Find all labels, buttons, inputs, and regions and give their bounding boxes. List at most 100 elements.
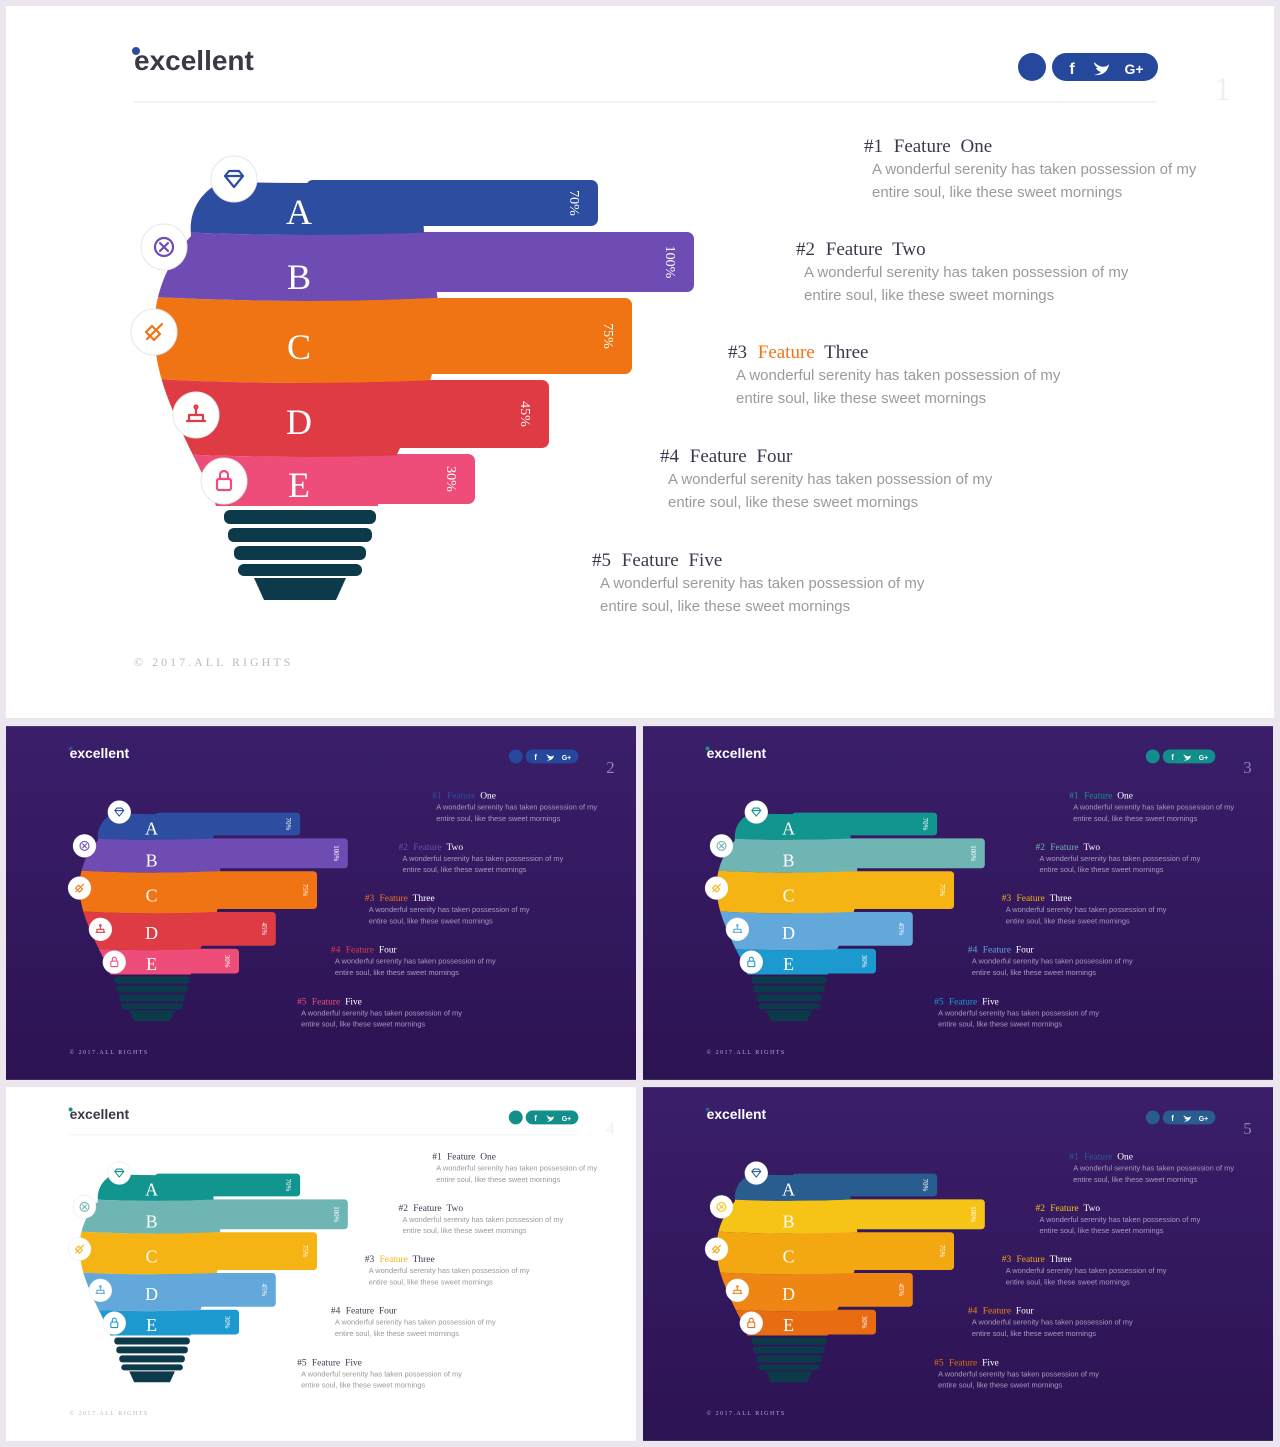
feature-number: #3 <box>365 1255 375 1265</box>
facebook-icon[interactable]: f <box>1171 1114 1174 1123</box>
feature-desc-line-2: entire soul, like these sweet mornings <box>436 1175 560 1184</box>
facebook-icon[interactable]: f <box>534 753 537 762</box>
feature-desc-line-1: A wonderful serenity has taken possessio… <box>1039 1215 1200 1224</box>
feature-desc-line-1: A wonderful serenity has taken possessio… <box>972 1318 1133 1327</box>
logo: excellent <box>68 745 130 761</box>
icon-badge <box>739 1311 763 1335</box>
feature-number: #4 <box>968 946 978 956</box>
rocket-icon <box>75 883 85 893</box>
bulb-base <box>751 976 827 1022</box>
lock-icon <box>747 1317 756 1329</box>
feature-2: #2 Feature Two A wonderful serenity has … <box>796 239 1129 304</box>
layer-letter: C <box>146 1247 158 1267</box>
icon-badge <box>107 800 131 824</box>
layer-letter: C <box>287 327 311 367</box>
feature-desc-line-2: entire soul, like these sweet mornings <box>335 1329 459 1338</box>
copyright: © 2017.ALL RIGHTS <box>70 1410 149 1417</box>
feature-1: #1 Feature One A wonderful serenity has … <box>864 136 1197 201</box>
feature-word: Feature <box>622 550 679 571</box>
feature-3: #3 Feature Three A wonderful serenity ha… <box>728 342 1061 407</box>
google-plus-icon[interactable]: G+ <box>562 755 571 762</box>
feature-title: #4 Feature Four <box>968 946 1035 956</box>
twitter-icon[interactable] <box>546 1114 555 1122</box>
feature-desc-line-2: entire soul, like these sweet mornings <box>436 814 560 823</box>
brand-name: excellent <box>70 745 130 761</box>
cake-icon <box>185 404 207 423</box>
feature-name: Two <box>446 843 463 853</box>
bulb-base <box>751 1337 827 1383</box>
bar-percent-label: 70% <box>284 1179 292 1192</box>
feature-3: #3 Feature Three A wonderful serenity ha… <box>1002 1255 1167 1286</box>
feature-desc-line-1: A wonderful serenity has taken possessio… <box>972 957 1133 966</box>
slide-1: excellent f G+ 1 70% 100% 75% 45% 30% A B C D E #1… <box>6 6 1274 718</box>
feature-name: Five <box>982 1358 999 1368</box>
logo: excellent <box>132 45 254 76</box>
google-plus-icon[interactable]: G+ <box>562 1116 571 1123</box>
bar-percent-label: 70% <box>566 190 581 216</box>
social-dot[interactable] <box>508 1110 523 1125</box>
twitter-icon[interactable] <box>1183 1114 1192 1122</box>
feature-name: Four <box>756 446 793 467</box>
rocket-icon <box>712 883 722 893</box>
google-plus-icon[interactable]: G+ <box>1199 1116 1208 1123</box>
feature-4: #4 Feature Four A wonderful serenity has… <box>660 446 993 511</box>
feature-word: Feature <box>826 239 883 260</box>
layer-letter: D <box>145 1284 158 1304</box>
feature-name: One <box>480 1153 496 1163</box>
social-dot[interactable] <box>1145 749 1160 764</box>
feature-2: #2 Feature Two A wonderful serenity has … <box>399 843 564 874</box>
feature-desc-line-2: entire soul, like these sweet mornings <box>972 968 1096 977</box>
bulb-layer <box>716 1230 859 1275</box>
twitter-icon[interactable] <box>1183 753 1192 761</box>
feature-name: Two <box>892 239 926 260</box>
bar-percent-label: 100% <box>662 246 677 279</box>
feature-title: #1 Feature One <box>1069 1153 1133 1163</box>
google-plus-icon[interactable]: G+ <box>1124 61 1143 77</box>
feature-word: Feature <box>1017 1255 1045 1265</box>
cake-icon <box>732 1285 743 1294</box>
icon-badge <box>102 1311 126 1335</box>
layer-letter: A <box>286 192 312 232</box>
feature-desc-line-2: entire soul, like these sweet mornings <box>668 494 918 511</box>
feature-desc-line-1: A wonderful serenity has taken possessio… <box>938 1008 1099 1017</box>
social-dot[interactable] <box>1018 53 1046 81</box>
bulb-base <box>114 976 190 1022</box>
social-dot[interactable] <box>1145 1110 1160 1125</box>
bulb-layer <box>79 869 222 914</box>
feature-number: #3 <box>1002 894 1012 904</box>
icon-badge <box>200 457 248 505</box>
feature-5: #5 Feature Five A wonderful serenity has… <box>592 550 925 615</box>
bar-percent-label: 45% <box>260 1283 268 1296</box>
feature-number: #3 <box>365 894 375 904</box>
feature-name: Three <box>413 894 435 904</box>
layer-letter: D <box>782 923 795 943</box>
feature-word: Feature <box>1017 894 1045 904</box>
social-dot[interactable] <box>508 749 523 764</box>
facebook-icon[interactable]: f <box>1171 753 1174 762</box>
bar-percent-label: 30% <box>223 955 231 968</box>
google-plus-icon[interactable]: G+ <box>1199 755 1208 762</box>
icon-badge <box>107 1161 131 1185</box>
feature-desc-line-1: A wonderful serenity has taken possessio… <box>335 1318 496 1327</box>
layer-letter: E <box>783 1315 794 1335</box>
facebook-icon[interactable]: f <box>1069 61 1075 78</box>
lock-icon <box>110 956 119 968</box>
feature-name: One <box>960 136 992 157</box>
feature-title: #3 Feature Three <box>728 342 868 363</box>
bar-percent-label: 75% <box>600 323 615 349</box>
feature-number: #3 <box>728 342 747 363</box>
bar-percent-label: 75% <box>301 1245 309 1258</box>
feature-name: Three <box>824 342 868 363</box>
bulb-layer <box>716 869 859 914</box>
brand-name: excellent <box>707 1106 767 1122</box>
feature-word: Feature <box>312 1358 340 1368</box>
feature-number: #4 <box>331 946 341 956</box>
bar-percent-label: 30% <box>860 1316 868 1329</box>
feature-1: #1 Feature One A wonderful serenity has … <box>432 792 597 823</box>
twitter-icon[interactable] <box>546 753 555 761</box>
bar-percent-label: 45% <box>260 922 268 935</box>
facebook-icon[interactable]: f <box>534 1114 537 1123</box>
slide-number: 1 <box>1214 71 1231 108</box>
bulb-layer <box>79 836 222 873</box>
twitter-icon[interactable] <box>1094 62 1109 76</box>
